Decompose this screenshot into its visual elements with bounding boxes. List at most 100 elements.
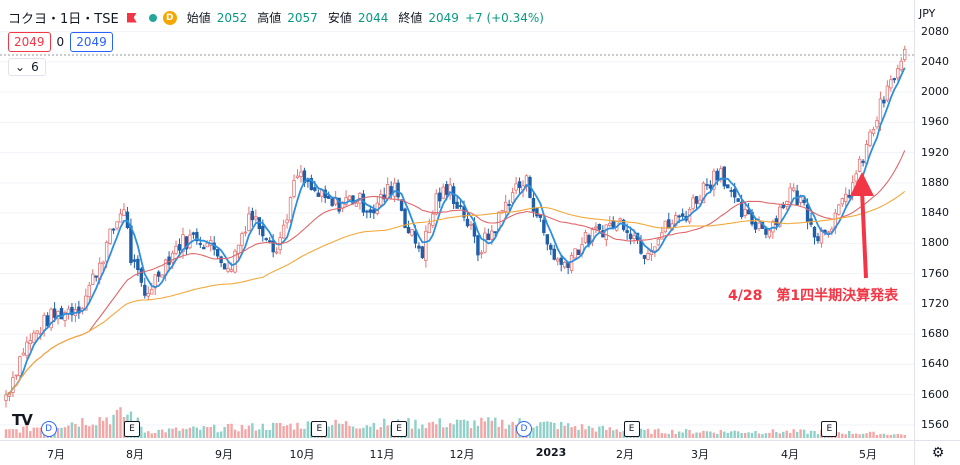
volume-bar [795,431,799,438]
volume-bar [154,433,157,438]
time-tick: 2月 [616,448,634,461]
candle [257,217,262,236]
candle [254,209,258,223]
volume-bar [226,423,230,438]
candle [573,248,577,260]
volume-bar [303,428,306,438]
earnings-marker[interactable]: E [391,421,408,437]
candle [136,255,140,277]
candle [281,219,286,239]
volume-bar [507,424,511,438]
volume-bar [435,424,438,438]
symbol-title[interactable]: コクヨ・1日・TSE [8,12,119,27]
candle [21,347,26,356]
candle [785,200,789,211]
high-label: 高値 [257,11,282,25]
volume-bar [553,422,556,438]
volume-bar [157,429,160,438]
volume-bar [383,418,386,438]
candle [111,227,116,234]
volume-bar [671,429,674,438]
volume-bar [851,433,854,438]
candle [132,254,137,269]
volume-bar [337,423,341,438]
dividend-marker[interactable]: D [516,421,533,437]
volume-bar [206,427,209,438]
volume-bar [74,423,77,438]
volume-bar [705,431,709,438]
candle [243,225,248,237]
earnings-marker[interactable]: E [123,421,140,437]
earnings-marker[interactable]: E [821,421,838,437]
volume-bar [459,420,462,438]
candle [594,222,598,234]
volume-bar [591,427,594,438]
chart-legend: コクヨ・1日・TSE D 始値 2052 高値 2057 安値 2044 終値 2049… [8,8,544,27]
earnings-annotation: 4/28 第1四半期決算発表 [728,288,899,304]
volume-bar [584,429,587,438]
volume-bar [896,433,899,438]
candle [455,196,459,209]
candle [323,185,327,204]
volume-bar [778,433,782,438]
candle [45,312,50,328]
candle [871,126,876,137]
candle [608,216,612,227]
volume-bar [677,431,681,438]
candle [420,245,425,260]
moving-average-5 [5,67,906,396]
candle [146,286,150,301]
buy-button[interactable]: 2049 [70,32,113,52]
volume-bar [289,423,292,438]
volume-bar [726,432,729,438]
volume-bar [112,414,115,438]
time-axis[interactable]: 7月 8月 9月 10月 11月 12月 2023 2月 3月 4月 5月 [0,440,914,465]
chevron-down-icon: ⌄ [15,60,26,74]
volume-bar [330,425,334,438]
volume-bar [386,425,389,438]
volume-bar [202,426,205,438]
volume-bar [570,427,573,438]
flag-icon[interactable] [126,12,137,23]
sell-button[interactable]: 2049 [8,32,51,52]
volume-bar [77,426,81,438]
chart-area[interactable]: コクヨ・1日・TSE D 始値 2052 高値 2057 安値 2044 終値 2049… [0,0,914,440]
volume-bar [848,430,851,438]
indicators-toggle[interactable]: ⌄ 6 [8,58,46,76]
volume-bar [271,422,275,438]
candle [188,229,192,250]
candle [556,257,560,266]
candle [434,189,438,216]
candle [424,225,428,268]
dividend-badge[interactable]: D [162,10,177,25]
dividend-marker[interactable]: D [40,421,57,437]
moving-average-25 [5,150,906,396]
candle [844,187,848,207]
volume-bar [660,433,664,438]
volume-bar [639,428,643,438]
volume-bar [580,424,584,438]
candle [705,178,709,190]
currency-label[interactable]: JPY [919,7,936,20]
earnings-marker[interactable]: E [623,421,640,437]
candle [222,263,227,270]
settings-button[interactable]: ⚙ [914,440,960,465]
candle [11,371,15,398]
price-chart[interactable] [0,0,914,440]
price-tick: 1880 [921,175,949,189]
volume-bar [560,421,563,438]
candle [882,96,886,108]
earnings-marker[interactable]: E [311,421,328,437]
tradingview-logo[interactable]: TV [12,411,33,429]
volume-bar [36,427,39,438]
candle [330,196,334,207]
candle [486,228,491,241]
volume-bar [664,433,667,438]
volume-bar [605,429,608,438]
candle [479,250,484,259]
volume-bar [369,426,372,438]
candle [743,202,747,219]
candle [712,168,716,197]
price-scale[interactable]: JPY 2080 2040 2000 1960 1920 1880 1840 1800 1760… [914,0,960,440]
candle [899,57,903,72]
